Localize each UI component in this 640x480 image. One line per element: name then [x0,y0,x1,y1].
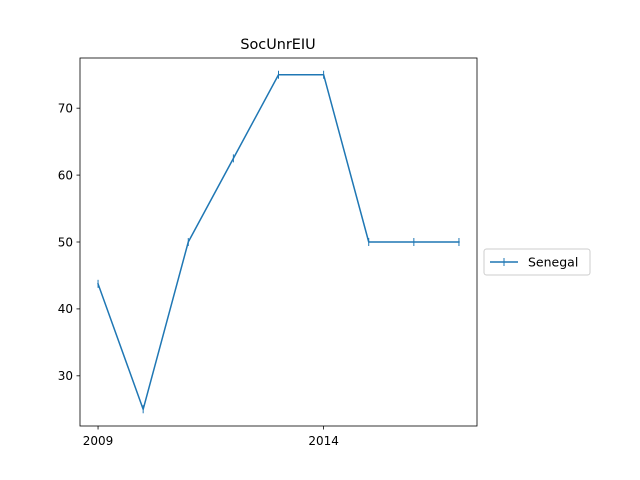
legend-box [483,248,591,276]
x-tick-label: 2014 [308,434,339,448]
y-tick-label: 50 [58,235,73,249]
legend-label: Senegal [528,255,578,270]
axes-frame [79,57,478,427]
y-tick-label: 40 [58,302,73,316]
x-tick-label: 2009 [83,434,114,448]
y-tick-label: 30 [58,369,73,383]
plot-area: 30 40 50 60 70 2009 2014 Senegal [58,57,591,448]
y-tick-label: 60 [58,168,73,182]
chart-title: SocUnrEIU [240,37,315,53]
y-tick-label: 70 [58,101,73,115]
